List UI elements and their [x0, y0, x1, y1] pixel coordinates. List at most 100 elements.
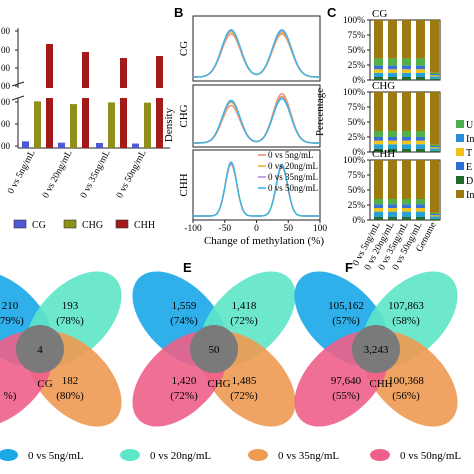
panel-a-bar-chh — [156, 56, 163, 88]
panel-a-legend-swatch — [63, 219, 77, 229]
panel-a-y-tick: 00 — [1, 63, 11, 73]
panel-c-legend-label: E — [466, 162, 472, 173]
panel-c-stack-segment — [402, 92, 411, 131]
panel-c-legend-label: In — [466, 134, 474, 145]
panel-c-stack-segment — [374, 137, 383, 141]
panel-c-stack-segment — [374, 65, 383, 70]
panel-c-y-tick-label: 0% — [352, 76, 365, 86]
panel-b-x-tick-label: -100 — [184, 224, 202, 234]
panel-a-x-tick-label: 0 vs 20ng/mL — [41, 149, 75, 200]
venn-petal-percent: (72%) — [230, 315, 258, 327]
panel-c-stack-segment — [388, 72, 397, 77]
panel-c-stack-segment — [388, 65, 397, 70]
panel-c-stack-segment — [416, 199, 425, 205]
panel-a-legend-swatch — [13, 219, 27, 229]
panel-b-facet-label: CHH — [178, 173, 190, 196]
panel-c-y-tick-label: 25% — [348, 201, 366, 211]
venn-petal-count: 105,162 — [328, 300, 364, 312]
panel-c-stack-segment — [388, 144, 397, 149]
panel-c-stack-segment — [430, 160, 439, 213]
panel-c-stack-segment — [388, 217, 397, 220]
panel-c-stack-segment — [388, 92, 397, 131]
panel-c-stack-segment — [416, 211, 425, 217]
panel-c-stack-segment — [374, 199, 383, 205]
panel-c-legend-label: T — [466, 148, 472, 159]
panel-c-stack-segment — [402, 204, 411, 208]
panel-b-legend-label: 0 vs 35ng/mL — [268, 172, 318, 182]
panel-c-stack-segment — [402, 199, 411, 205]
panel-c-stack-segment — [374, 160, 383, 199]
venn-petal-percent: (72%) — [230, 390, 258, 402]
panel-c-stack-segment — [402, 131, 411, 137]
panel-c-stack-segment — [402, 217, 411, 220]
panel-c-y-tick-label: 25% — [348, 133, 366, 143]
venn-chh: 3,243 105,162 (57%) 107,863 (58%) 100,368 (56%… — [294, 271, 458, 427]
panel-c-legend-swatch — [456, 120, 464, 128]
panel-b-legend-label: 0 vs 50ng/mL — [268, 183, 318, 193]
panel-c-facet-label: CG — [372, 8, 387, 20]
panel-a-bar-chg — [34, 101, 41, 148]
panel-a-bar-cg — [132, 143, 139, 148]
panel-c-stack-segment — [416, 208, 425, 212]
panel-c-y-axis-label: Percentage — [314, 88, 326, 136]
panel-a-y-tick: 00 — [1, 45, 11, 55]
panel-c-stack-segment — [374, 149, 383, 152]
panel-c-stack-segment — [402, 20, 411, 59]
panel-a-y-tick: 00 — [1, 141, 11, 151]
bottom-legend-label: 0 vs 35ng/mL — [278, 450, 339, 462]
venn-chg: 50 1,559 (74%) 1,418 (72%) 1,485 (72%) 1,420 (72… — [132, 271, 296, 427]
panel-b-label: B — [174, 5, 183, 20]
panel-b-y-axis-label: Density — [163, 107, 175, 142]
panel-c-stack-segment — [430, 92, 439, 145]
panel-c-stack-segment — [430, 72, 439, 74]
panel-c-stack-segment — [402, 160, 411, 199]
panel-c-stacked-bar-chart: Percentage CG 0% 25% 50% 75% 100% CHG 0% 25% 50% 7… — [314, 8, 474, 272]
panel-c-stack-segment — [388, 58, 397, 66]
panel-b-x-tick-label: 100 — [313, 224, 328, 234]
venn-petal-count: 1,485 — [232, 375, 257, 387]
panel-c-stack-segment — [388, 20, 397, 59]
bottom-legend-swatch — [370, 449, 390, 461]
panel-a-bar-chh-lower — [120, 98, 127, 148]
panel-c-stack-segment — [416, 72, 425, 77]
venn-petal-percent: (57%) — [332, 315, 360, 327]
panel-b-density-chart: Density CG CHG CHH -100 -50 0 50 100 Change of… — [163, 15, 328, 247]
panel-b-facet-label: CHG — [178, 104, 190, 127]
venn-petal-percent: (78%) — [56, 315, 84, 327]
panel-a-bar-chh-lower — [46, 98, 53, 148]
panel-a-legend-label: CHH — [134, 220, 155, 231]
panel-c-legend-label: U — [466, 120, 474, 131]
panel-c-legend-swatch — [456, 190, 464, 198]
panel-c-stack-segment — [416, 160, 425, 199]
panel-c-stack-segment — [374, 72, 383, 77]
panel-c-stack-segment — [388, 204, 397, 208]
panel-c-stack-segment — [416, 131, 425, 137]
panel-c-y-tick-label: 50% — [348, 118, 366, 128]
bottom-legend-label: 0 vs 20ng/mL — [150, 450, 211, 462]
panel-c-y-tick-label: 0% — [352, 148, 365, 158]
venn-context-label: CHH — [369, 378, 392, 390]
panel-c-stack-segment — [416, 137, 425, 141]
panel-e-label: E — [183, 260, 192, 275]
panel-c-label: C — [327, 5, 337, 20]
venn-petal-count: 1,420 — [172, 375, 197, 387]
venn-petal-count: 1,418 — [232, 300, 257, 312]
panel-c-stack-segment — [374, 131, 383, 137]
panel-c-y-tick-label: 100% — [343, 88, 365, 98]
panel-a-y-tick: 00 — [1, 97, 11, 107]
venn-center-circle — [352, 325, 400, 373]
panel-b-x-axis-label: Change of methylation (%) — [204, 235, 324, 247]
panel-a-legend-label: CG — [32, 220, 46, 231]
panel-b-series-line — [193, 98, 320, 144]
panel-c-stack-segment — [430, 78, 439, 80]
panel-c-stack-segment — [402, 69, 411, 73]
venn-center-count: 50 — [209, 344, 221, 356]
panel-c-stack-segment — [430, 150, 439, 152]
venn-petal-percent: (80%) — [56, 390, 84, 402]
venn-cg: 4 210 (79%) 193 (78%) 182 (80%)%) CG — [0, 271, 122, 427]
panel-c-stack-segment — [374, 211, 383, 217]
panel-c-stack-segment — [388, 77, 397, 80]
bottom-legend-label: 0 vs 5ng/mL — [28, 450, 84, 462]
panel-c-legend-swatch — [456, 134, 464, 142]
panel-b-series-line — [193, 92, 320, 144]
